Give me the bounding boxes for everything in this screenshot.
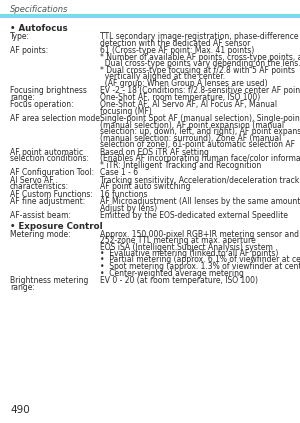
Text: selection: up, down, left, and right), AF point expansion: selection: up, down, left, and right), A… <box>100 127 300 136</box>
Bar <box>0 14 300 18</box>
Text: • Exposure Control: • Exposure Control <box>10 222 103 231</box>
Text: vertically aligned at the center.: vertically aligned at the center. <box>100 72 225 81</box>
Text: EV 0 - 20 (at room temperature, ISO 100): EV 0 - 20 (at room temperature, ISO 100) <box>100 276 258 285</box>
Text: selection of zone), 61-point automatic selection AF: selection of zone), 61-point automatic s… <box>100 140 295 149</box>
Text: 16 functions: 16 functions <box>100 190 148 198</box>
Text: characteristics:: characteristics: <box>10 182 69 191</box>
Text: Brightness metering: Brightness metering <box>10 276 89 285</box>
Text: AF fine adjustment:: AF fine adjustment: <box>10 197 85 206</box>
Text: Specifications: Specifications <box>10 5 68 14</box>
Text: •  Center-weighted average metering: • Center-weighted average metering <box>100 269 244 277</box>
Text: Dual cross-type points vary depending on the lens.: Dual cross-type points vary depending on… <box>100 59 300 68</box>
Text: AI Servo AF: AI Servo AF <box>10 176 54 184</box>
Text: AF Microadjustment (All lenses by the same amount,: AF Microadjustment (All lenses by the sa… <box>100 197 300 206</box>
Text: 252-zone TTL metering at max. aperture: 252-zone TTL metering at max. aperture <box>100 236 256 245</box>
Text: •  Partial metering (approx. 6.1% of viewfinder at center): • Partial metering (approx. 6.1% of view… <box>100 255 300 264</box>
Text: Focus operation:: Focus operation: <box>10 100 74 109</box>
Text: 490: 490 <box>10 405 30 415</box>
Text: One-Shot AF, AI Servo AF, AI Focus AF, Manual: One-Shot AF, AI Servo AF, AI Focus AF, M… <box>100 100 277 109</box>
Text: Based on EOS iTR AF setting: Based on EOS iTR AF setting <box>100 148 209 157</box>
Text: AF-assist beam:: AF-assist beam: <box>10 211 71 220</box>
Text: (AF group: When Group A lenses are used): (AF group: When Group A lenses are used) <box>100 79 268 88</box>
Text: AF points:: AF points: <box>10 46 48 55</box>
Text: TTL secondary image-registration, phase-difference: TTL secondary image-registration, phase-… <box>100 32 298 41</box>
Text: Case 1 - 6: Case 1 - 6 <box>100 168 138 177</box>
Text: * Number of available AF points, cross-type points, and: * Number of available AF points, cross-t… <box>100 52 300 61</box>
Text: Adjust by lens): Adjust by lens) <box>100 203 157 212</box>
Text: (manual selection), AF point expansion (manual: (manual selection), AF point expansion (… <box>100 121 284 129</box>
Text: Emitted by the EOS-dedicated external Speedlite: Emitted by the EOS-dedicated external Sp… <box>100 211 288 220</box>
Text: focusing (MF): focusing (MF) <box>100 107 152 115</box>
Text: Metering mode:: Metering mode: <box>10 230 70 239</box>
Text: * iTR: Intelligent Tracking and Recognition: * iTR: Intelligent Tracking and Recognit… <box>100 160 261 170</box>
Text: AF area selection mode:: AF area selection mode: <box>10 114 103 123</box>
Text: AF Custom Functions:: AF Custom Functions: <box>10 190 93 198</box>
Text: EV -2 - 18 (Conditions: f/2.8-sensitive center AF point,: EV -2 - 18 (Conditions: f/2.8-sensitive … <box>100 86 300 95</box>
Text: Focusing brightness: Focusing brightness <box>10 86 87 95</box>
Text: One-Shot AF, room temperature, ISO 100): One-Shot AF, room temperature, ISO 100) <box>100 93 260 102</box>
Text: AF Configuration Tool:: AF Configuration Tool: <box>10 168 94 177</box>
Text: range:: range: <box>10 93 35 102</box>
Text: • Autofocus: • Autofocus <box>10 24 68 33</box>
Text: (Enables AF incorporating human face/color information): (Enables AF incorporating human face/col… <box>100 154 300 163</box>
Text: •  Spot metering (approx. 1.3% of viewfinder at center): • Spot metering (approx. 1.3% of viewfin… <box>100 262 300 271</box>
Text: Type:: Type: <box>10 32 30 41</box>
Text: * Dual cross-type focusing at f/2.8 with 5 AF points: * Dual cross-type focusing at f/2.8 with… <box>100 66 295 74</box>
Text: Approx. 150,000-pixel RGB+IR metering sensor and: Approx. 150,000-pixel RGB+IR metering se… <box>100 230 299 239</box>
Text: Tracking sensitivity, Acceleration/deceleration tracking,: Tracking sensitivity, Acceleration/decel… <box>100 176 300 184</box>
Text: (manual selection: surround), Zone AF (manual: (manual selection: surround), Zone AF (m… <box>100 134 281 143</box>
Text: 61 (Cross-type AF point: Max. 41 points): 61 (Cross-type AF point: Max. 41 points) <box>100 46 254 55</box>
Text: AF point auto switching: AF point auto switching <box>100 182 190 191</box>
Text: •  Evaluative metering (linked to all AF points): • Evaluative metering (linked to all AF … <box>100 249 278 258</box>
Text: Single-point Spot AF (manual selection), Single-point AF: Single-point Spot AF (manual selection),… <box>100 114 300 123</box>
Text: selection conditions:: selection conditions: <box>10 154 89 163</box>
Text: range:: range: <box>10 283 35 291</box>
Text: EOS iSA (Intelligent Subject Analysis) system: EOS iSA (Intelligent Subject Analysis) s… <box>100 242 273 252</box>
Text: detection with the dedicated AF sensor: detection with the dedicated AF sensor <box>100 38 250 47</box>
Text: AF point automatic: AF point automatic <box>10 148 83 157</box>
